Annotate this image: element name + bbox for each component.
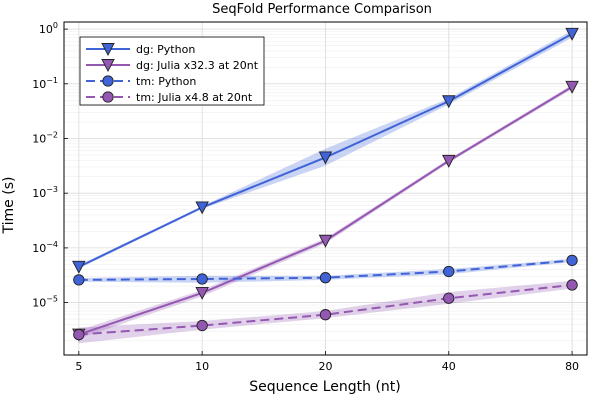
y-tick-label: 100 [39,21,58,36]
point-series-1 [72,260,86,274]
point-series-2 [195,286,209,300]
x-tick-label: 5 [75,360,82,373]
line-series-4 [78,283,573,336]
legend-marker-series-3 [102,75,114,87]
band-series-1 [78,30,573,269]
y-axis-title: Time (s) [1,177,17,235]
legend-marker-series-1 [101,43,115,56]
point-series-1 [565,27,579,41]
x-tick-label: 40 [442,360,456,373]
legend-label-series-4: tm: Julia x4.8 at 20nt [136,91,253,104]
point-series-2 [318,234,333,248]
series-markers [72,27,579,342]
point-series-2 [565,80,579,94]
x-tick-label: 10 [195,360,209,373]
point-series-1 [195,201,209,215]
point-series-3 [566,254,578,267]
legend-marker-series-4 [102,91,114,103]
point-series-3 [196,273,208,285]
point-series-3 [443,265,455,278]
legend-label-series-1: dg: Python [136,43,195,56]
legend-label-series-2: dg: Julia x32.3 at 20nt [136,59,259,72]
y-tick-label: 10−1 [32,76,58,91]
axis-ticks: 5 10 20 40 80 10−5 10−4 10−3 10−2 10−1 100 [32,21,579,373]
point-series-4 [566,279,578,291]
point-series-4 [73,328,85,341]
chart-title: SeqFold Performance Comparison [212,2,432,17]
point-series-1 [442,95,456,109]
legend-marker-series-2 [101,59,115,72]
point-series-3 [319,272,332,284]
point-series-3 [73,274,85,286]
y-tick-label: 10−2 [32,131,58,146]
point-series-1 [318,151,333,165]
x-tick-label: 20 [318,360,332,373]
x-tick-label: 80 [565,360,579,373]
point-series-4 [443,292,455,304]
point-series-4 [196,319,208,332]
legend: dg: Python dg: Julia x32.3 at 20nt tm: Pyt… [79,36,265,106]
legend-label-series-3: tm: Python [136,75,196,88]
point-series-2 [442,154,456,168]
y-tick-label: 10−4 [32,240,58,255]
point-series-4 [319,309,332,321]
y-tick-label: 10−5 [32,295,58,310]
y-tick-label: 10−3 [32,185,58,200]
x-axis-title: Sequence Length (nt) [249,379,401,395]
